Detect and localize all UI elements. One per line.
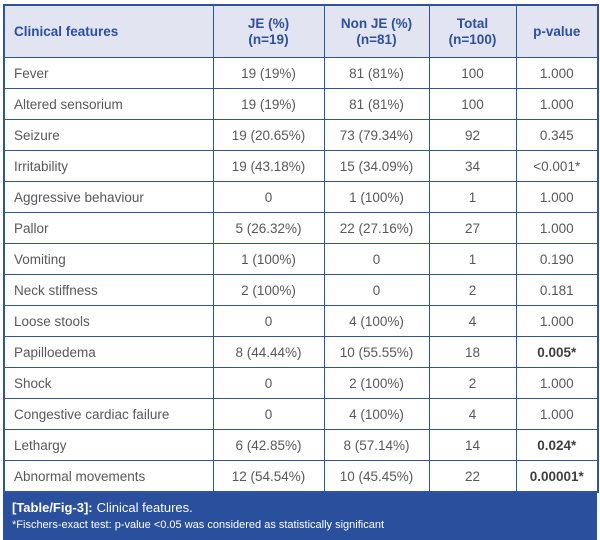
table-row: Neck stiffness 2 (100%) 0 2 0.181 — [3, 274, 599, 306]
table-figure-label: [Table/Fig-3]: — [12, 500, 93, 515]
p-value-cell: 0.345 — [515, 119, 599, 151]
column-header-p-value: p-value — [515, 4, 599, 58]
p-value-cell: 1.000 — [515, 212, 599, 244]
je-cell: 12 (54.54%) — [212, 460, 325, 493]
table-row: Irritability 19 (43.18%) 15 (34.09%) 34 <0.0… — [3, 150, 599, 182]
table-caption-band: [Table/Fig-3]: Clinical features. *Fische… — [3, 493, 597, 540]
je-cell: 19 (20.65%) — [212, 119, 325, 151]
table-row: Papilloedema 8 (44.44%) 10 (55.55%) 18 0.005… — [3, 336, 599, 368]
feature-cell: Neck stiffness — [3, 274, 214, 306]
je-cell: 8 (44.44%) — [212, 336, 325, 368]
p-value-cell: 1.000 — [515, 181, 599, 213]
feature-cell: Seizure — [3, 119, 214, 151]
feature-cell: Loose stools — [3, 305, 214, 337]
total-cell: 100 — [428, 88, 517, 120]
column-header-clinical-features: Clinical features — [3, 4, 214, 58]
table-row: Congestive cardiac failure 0 4 (100%) 4 1.00… — [3, 398, 599, 430]
p-value-cell: <0.001* — [515, 150, 599, 182]
table-title: Clinical features. — [96, 500, 193, 515]
p-value-cell: 1.000 — [515, 398, 599, 430]
feature-cell: Lethargy — [3, 429, 214, 461]
p-value-cell: 0.181 — [515, 274, 599, 306]
je-cell: 0 — [212, 398, 325, 430]
p-value-cell: 1.000 — [515, 305, 599, 337]
table-row: Lethargy 6 (42.85%) 8 (57.14%) 14 0.024* — [3, 429, 599, 461]
table-row: Fever 19 (19%) 81 (81%) 100 1.000 — [3, 57, 599, 89]
feature-cell: Aggressive behaviour — [3, 181, 214, 213]
p-value-cell: 0.190 — [515, 243, 599, 275]
non-je-cell: 8 (57.14%) — [323, 429, 430, 461]
non-je-cell: 73 (79.34%) — [323, 119, 430, 151]
je-cell: 6 (42.85%) — [212, 429, 325, 461]
column-header-je: JE (%) (n=19) — [212, 4, 325, 58]
non-je-cell: 2 (100%) — [323, 367, 430, 399]
je-cell: 0 — [212, 181, 325, 213]
feature-cell: Altered sensorium — [3, 88, 214, 120]
je-cell: 0 — [212, 367, 325, 399]
je-cell: 0 — [212, 305, 325, 337]
je-cell: 19 (43.18%) — [212, 150, 325, 182]
feature-cell: Congestive cardiac failure — [3, 398, 214, 430]
p-value-cell: 1.000 — [515, 57, 599, 89]
table-row: Pallor 5 (26.32%) 22 (27.16%) 27 1.000 — [3, 212, 599, 244]
non-je-cell: 10 (55.55%) — [323, 336, 430, 368]
table-row: Loose stools 0 4 (100%) 4 1.000 — [3, 305, 599, 337]
table-row: Altered sensorium 19 (19%) 81 (81%) 100 1.00… — [3, 88, 599, 120]
total-cell: 22 — [428, 460, 517, 493]
non-je-cell: 81 (81%) — [323, 57, 430, 89]
total-cell: 92 — [428, 119, 517, 151]
p-value-cell: 0.00001* — [515, 460, 599, 493]
non-je-cell: 10 (45.45%) — [323, 460, 430, 493]
total-cell: 34 — [428, 150, 517, 182]
table-body: Fever 19 (19%) 81 (81%) 100 1.000 Altered sen… — [3, 57, 599, 493]
table-row: Abnormal movements 12 (54.54%) 10 (45.45%)… — [3, 460, 599, 493]
je-cell: 19 (19%) — [212, 57, 325, 89]
clinical-features-table: Clinical features JE (%) (n=19) Non JE (%)(… — [3, 4, 599, 493]
non-je-cell: 22 (27.16%) — [323, 212, 430, 244]
total-cell: 100 — [428, 57, 517, 89]
total-cell: 18 — [428, 336, 517, 368]
total-cell: 2 — [428, 367, 517, 399]
je-cell: 19 (19%) — [212, 88, 325, 120]
total-cell: 1 — [428, 243, 517, 275]
p-value-cell: 0.024* — [515, 429, 599, 461]
table-row: Vomiting 1 (100%) 0 1 0.190 — [3, 243, 599, 275]
p-value-cell: 1.000 — [515, 367, 599, 399]
feature-cell: Irritability — [3, 150, 214, 182]
feature-cell: Pallor — [3, 212, 214, 244]
caption-line: [Table/Fig-3]: Clinical features. — [12, 500, 588, 516]
total-cell: 2 — [428, 274, 517, 306]
total-cell: 14 — [428, 429, 517, 461]
column-header-non-je: Non JE (%) (n=81) — [323, 4, 430, 58]
table-row: Shock 0 2 (100%) 2 1.000 — [3, 367, 599, 399]
non-je-cell: 1 (100%) — [323, 181, 430, 213]
non-je-cell: 81 (81%) — [323, 88, 430, 120]
header-row: Clinical features JE (%) (n=19) Non JE (%)(… — [3, 4, 599, 58]
feature-cell: Papilloedema — [3, 336, 214, 368]
total-cell: 27 — [428, 212, 517, 244]
non-je-cell: 4 (100%) — [323, 305, 430, 337]
table-footnote: *Fischers-exact test: p-value <0.05 was … — [12, 519, 385, 531]
p-value-cell: 0.005* — [515, 336, 599, 368]
feature-cell: Abnormal movements — [3, 460, 214, 493]
je-cell: 5 (26.32%) — [212, 212, 325, 244]
table-figure: Clinical features JE (%) (n=19) Non JE (%)(… — [3, 4, 599, 540]
feature-cell: Vomiting — [3, 243, 214, 275]
total-cell: 4 — [428, 305, 517, 337]
je-cell: 1 (100%) — [212, 243, 325, 275]
feature-cell: Fever — [3, 57, 214, 89]
feature-cell: Shock — [3, 367, 214, 399]
p-value-cell: 1.000 — [515, 88, 599, 120]
table-row: Seizure 19 (20.65%) 73 (79.34%) 92 0.345 — [3, 119, 599, 151]
table-row: Aggressive behaviour 0 1 (100%) 1 1.000 — [3, 181, 599, 213]
non-je-cell: 4 (100%) — [323, 398, 430, 430]
non-je-cell: 0 — [323, 274, 430, 306]
total-cell: 1 — [428, 181, 517, 213]
total-cell: 4 — [428, 398, 517, 430]
table-header: Clinical features JE (%) (n=19) Non JE (%)(… — [3, 4, 599, 58]
non-je-cell: 15 (34.09%) — [323, 150, 430, 182]
column-header-total: Total (n=100) — [428, 4, 517, 58]
je-cell: 2 (100%) — [212, 274, 325, 306]
non-je-cell: 0 — [323, 243, 430, 275]
